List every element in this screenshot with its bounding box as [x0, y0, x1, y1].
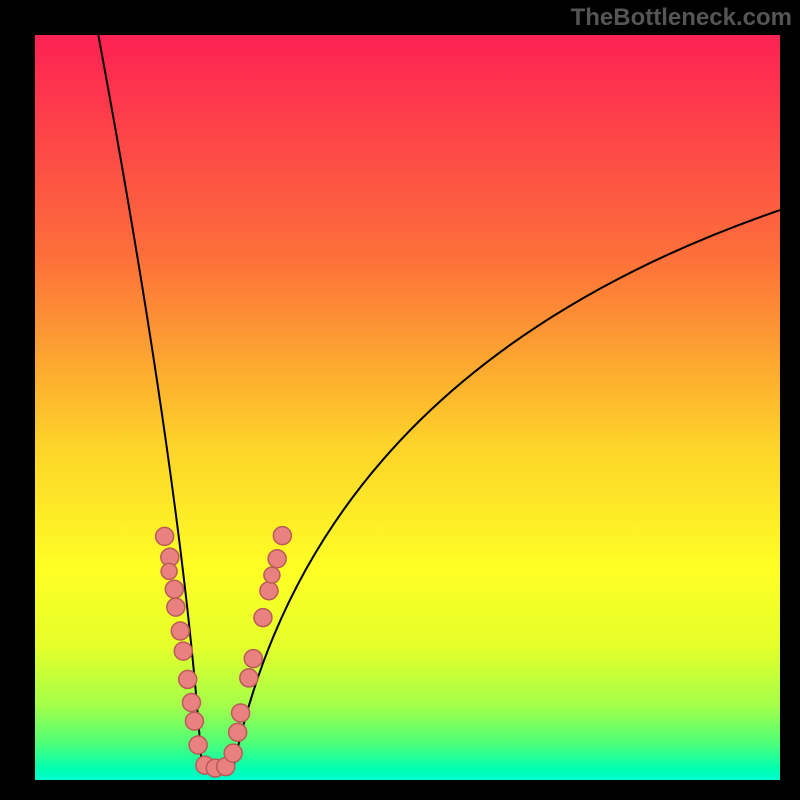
marker-dot — [244, 650, 262, 668]
plot-background — [35, 35, 780, 780]
chart-svg — [0, 0, 800, 800]
chart-stage: TheBottleneck.com — [0, 0, 800, 800]
marker-dot — [273, 527, 291, 545]
marker-dot — [264, 567, 280, 583]
marker-dot — [171, 622, 189, 640]
marker-dot — [174, 642, 192, 660]
watermark-text: TheBottleneck.com — [571, 4, 792, 32]
marker-dot — [260, 582, 278, 600]
marker-dot — [229, 723, 247, 741]
marker-dot — [165, 580, 183, 598]
marker-dot — [268, 550, 286, 568]
marker-dot — [179, 670, 197, 688]
marker-dot — [167, 598, 185, 616]
marker-dot — [156, 527, 174, 545]
marker-dot — [240, 669, 258, 687]
marker-dot — [185, 712, 203, 730]
marker-dot — [254, 609, 272, 627]
marker-dot — [224, 744, 242, 762]
marker-dot — [161, 563, 177, 579]
marker-dot — [189, 736, 207, 754]
marker-dot — [182, 694, 200, 712]
marker-dot — [232, 704, 250, 722]
